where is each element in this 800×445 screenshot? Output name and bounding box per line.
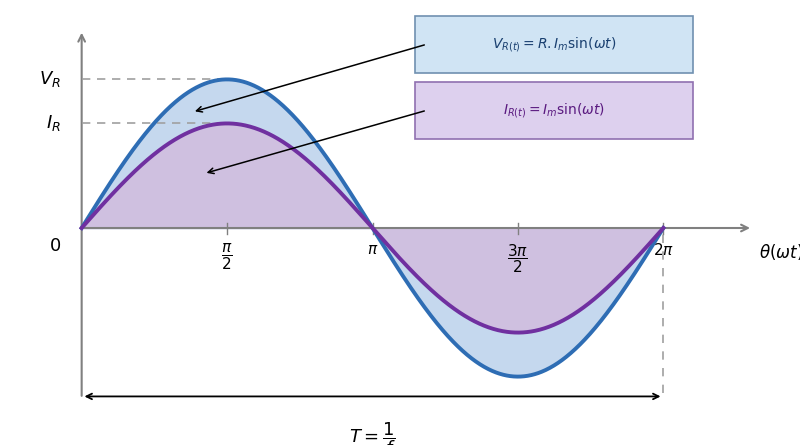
Text: $\pi$: $\pi$ <box>367 243 378 257</box>
FancyBboxPatch shape <box>415 81 693 139</box>
Text: $\dfrac{\pi}{2}$: $\dfrac{\pi}{2}$ <box>222 243 233 272</box>
Text: $\theta(\omega t)$: $\theta(\omega t)$ <box>759 242 800 262</box>
Text: $I_{R(t)} = I_m\mathrm{sin}(\omega t)$: $I_{R(t)} = I_m\mathrm{sin}(\omega t)$ <box>502 101 605 120</box>
Text: $2\pi$: $2\pi$ <box>653 243 674 258</box>
Text: $I_R$: $I_R$ <box>46 113 62 134</box>
Text: $V_R$: $V_R$ <box>39 69 62 89</box>
Text: 0: 0 <box>50 237 62 255</box>
Text: $\dfrac{3\pi}{2}$: $\dfrac{3\pi}{2}$ <box>507 243 529 275</box>
Text: $V_{R(t)} = R.I_m\mathrm{sin}(\omega t)$: $V_{R(t)} = R.I_m\mathrm{sin}(\omega t)$ <box>492 35 616 54</box>
FancyBboxPatch shape <box>415 16 693 73</box>
Text: $T = \dfrac{1}{f}$: $T = \dfrac{1}{f}$ <box>349 421 396 445</box>
